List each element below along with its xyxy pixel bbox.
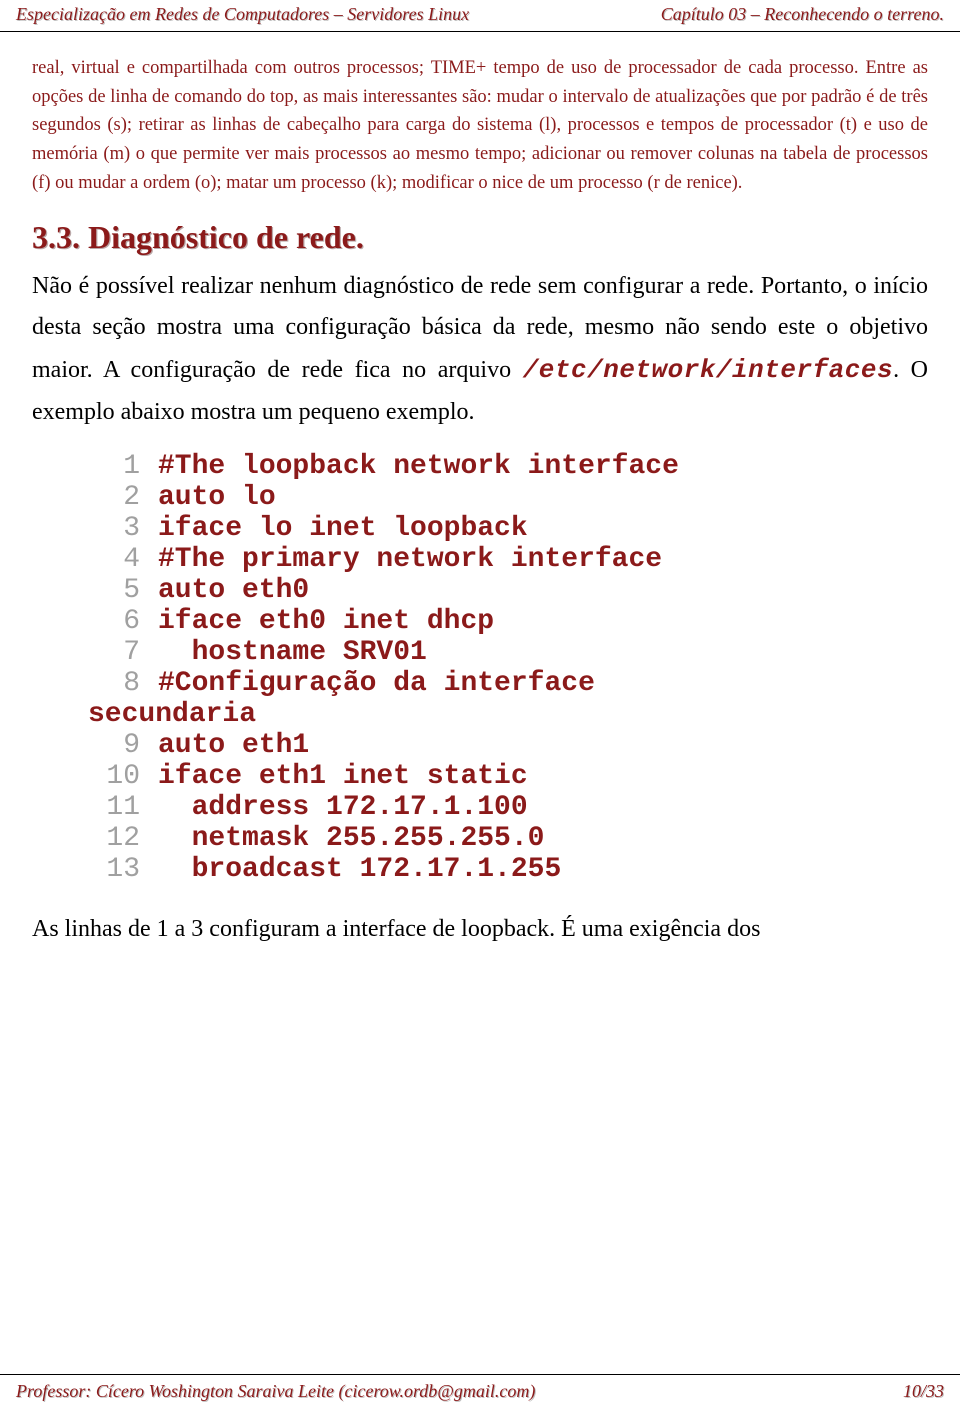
code-line: 11 address 172.17.1.100	[88, 792, 928, 823]
code-text: address 172.17.1.100	[140, 792, 528, 823]
code-text: iface eth0 inet dhcp	[140, 606, 494, 637]
line-number: 4	[88, 544, 140, 575]
trailing-paragraph: As linhas de 1 a 3 configuram a interfac…	[32, 911, 928, 948]
line-number: 9	[88, 730, 140, 761]
code-line: 3iface lo inet loopback	[88, 513, 928, 544]
header-left: Especialização em Redes de Computadores …	[16, 4, 469, 25]
code-text: auto eth1	[140, 730, 309, 761]
code-text: auto lo	[140, 482, 276, 513]
footer-left: Professor: Cícero Woshington Saraiva Lei…	[16, 1381, 535, 1402]
line-number: 11	[88, 792, 140, 823]
code-line: 2auto lo	[88, 482, 928, 513]
code-text: hostname SRV01	[140, 637, 427, 668]
line-number: 6	[88, 606, 140, 637]
line-number: 10	[88, 761, 140, 792]
code-text: #Configuração da interface	[140, 668, 595, 699]
code-text: #The loopback network interface	[140, 451, 679, 482]
page-content: real, virtual e compartilhada com outros…	[0, 32, 960, 948]
code-line: 1#The loopback network interface	[88, 451, 928, 482]
section-heading: 3.3. Diagnóstico de rede.	[32, 219, 928, 256]
line-number: 2	[88, 482, 140, 513]
code-line: 10iface eth1 inet static	[88, 761, 928, 792]
code-text: iface lo inet loopback	[140, 513, 528, 544]
code-line: 7 hostname SRV01	[88, 637, 928, 668]
code-block: 1#The loopback network interface2auto lo…	[88, 451, 928, 885]
code-text: netmask 255.255.255.0	[140, 823, 544, 854]
main-paragraph: Não é possível realizar nenhum diagnósti…	[32, 266, 928, 433]
code-text: auto eth0	[140, 575, 309, 606]
page-header: Especialização em Redes de Computadores …	[0, 0, 960, 31]
code-text: iface eth1 inet static	[140, 761, 528, 792]
code-line: 4#The primary network interface	[88, 544, 928, 575]
line-number: 3	[88, 513, 140, 544]
page-footer: Professor: Cícero Woshington Saraiva Lei…	[0, 1374, 960, 1410]
line-number: 13	[88, 854, 140, 885]
inline-code-path: /etc/network/interfaces	[523, 355, 893, 385]
line-number: 1	[88, 451, 140, 482]
code-line: 5auto eth0	[88, 575, 928, 606]
line-number: 12	[88, 823, 140, 854]
code-text: #The primary network interface	[140, 544, 662, 575]
line-number: 7	[88, 637, 140, 668]
code-line: 8#Configuração da interface	[88, 668, 928, 699]
code-text: secundaria	[88, 699, 256, 730]
code-line: secundaria	[88, 699, 928, 730]
header-right: Capítulo 03 – Reconhecendo o terreno.	[661, 4, 944, 25]
code-line: 12 netmask 255.255.255.0	[88, 823, 928, 854]
code-line: 6iface eth0 inet dhcp	[88, 606, 928, 637]
footer-right: 10/33	[903, 1381, 944, 1402]
line-number: 8	[88, 668, 140, 699]
code-line: 9auto eth1	[88, 730, 928, 761]
code-text: broadcast 172.17.1.255	[140, 854, 561, 885]
line-number: 5	[88, 575, 140, 606]
intro-paragraph: real, virtual e compartilhada com outros…	[32, 54, 928, 197]
code-line: 13 broadcast 172.17.1.255	[88, 854, 928, 885]
